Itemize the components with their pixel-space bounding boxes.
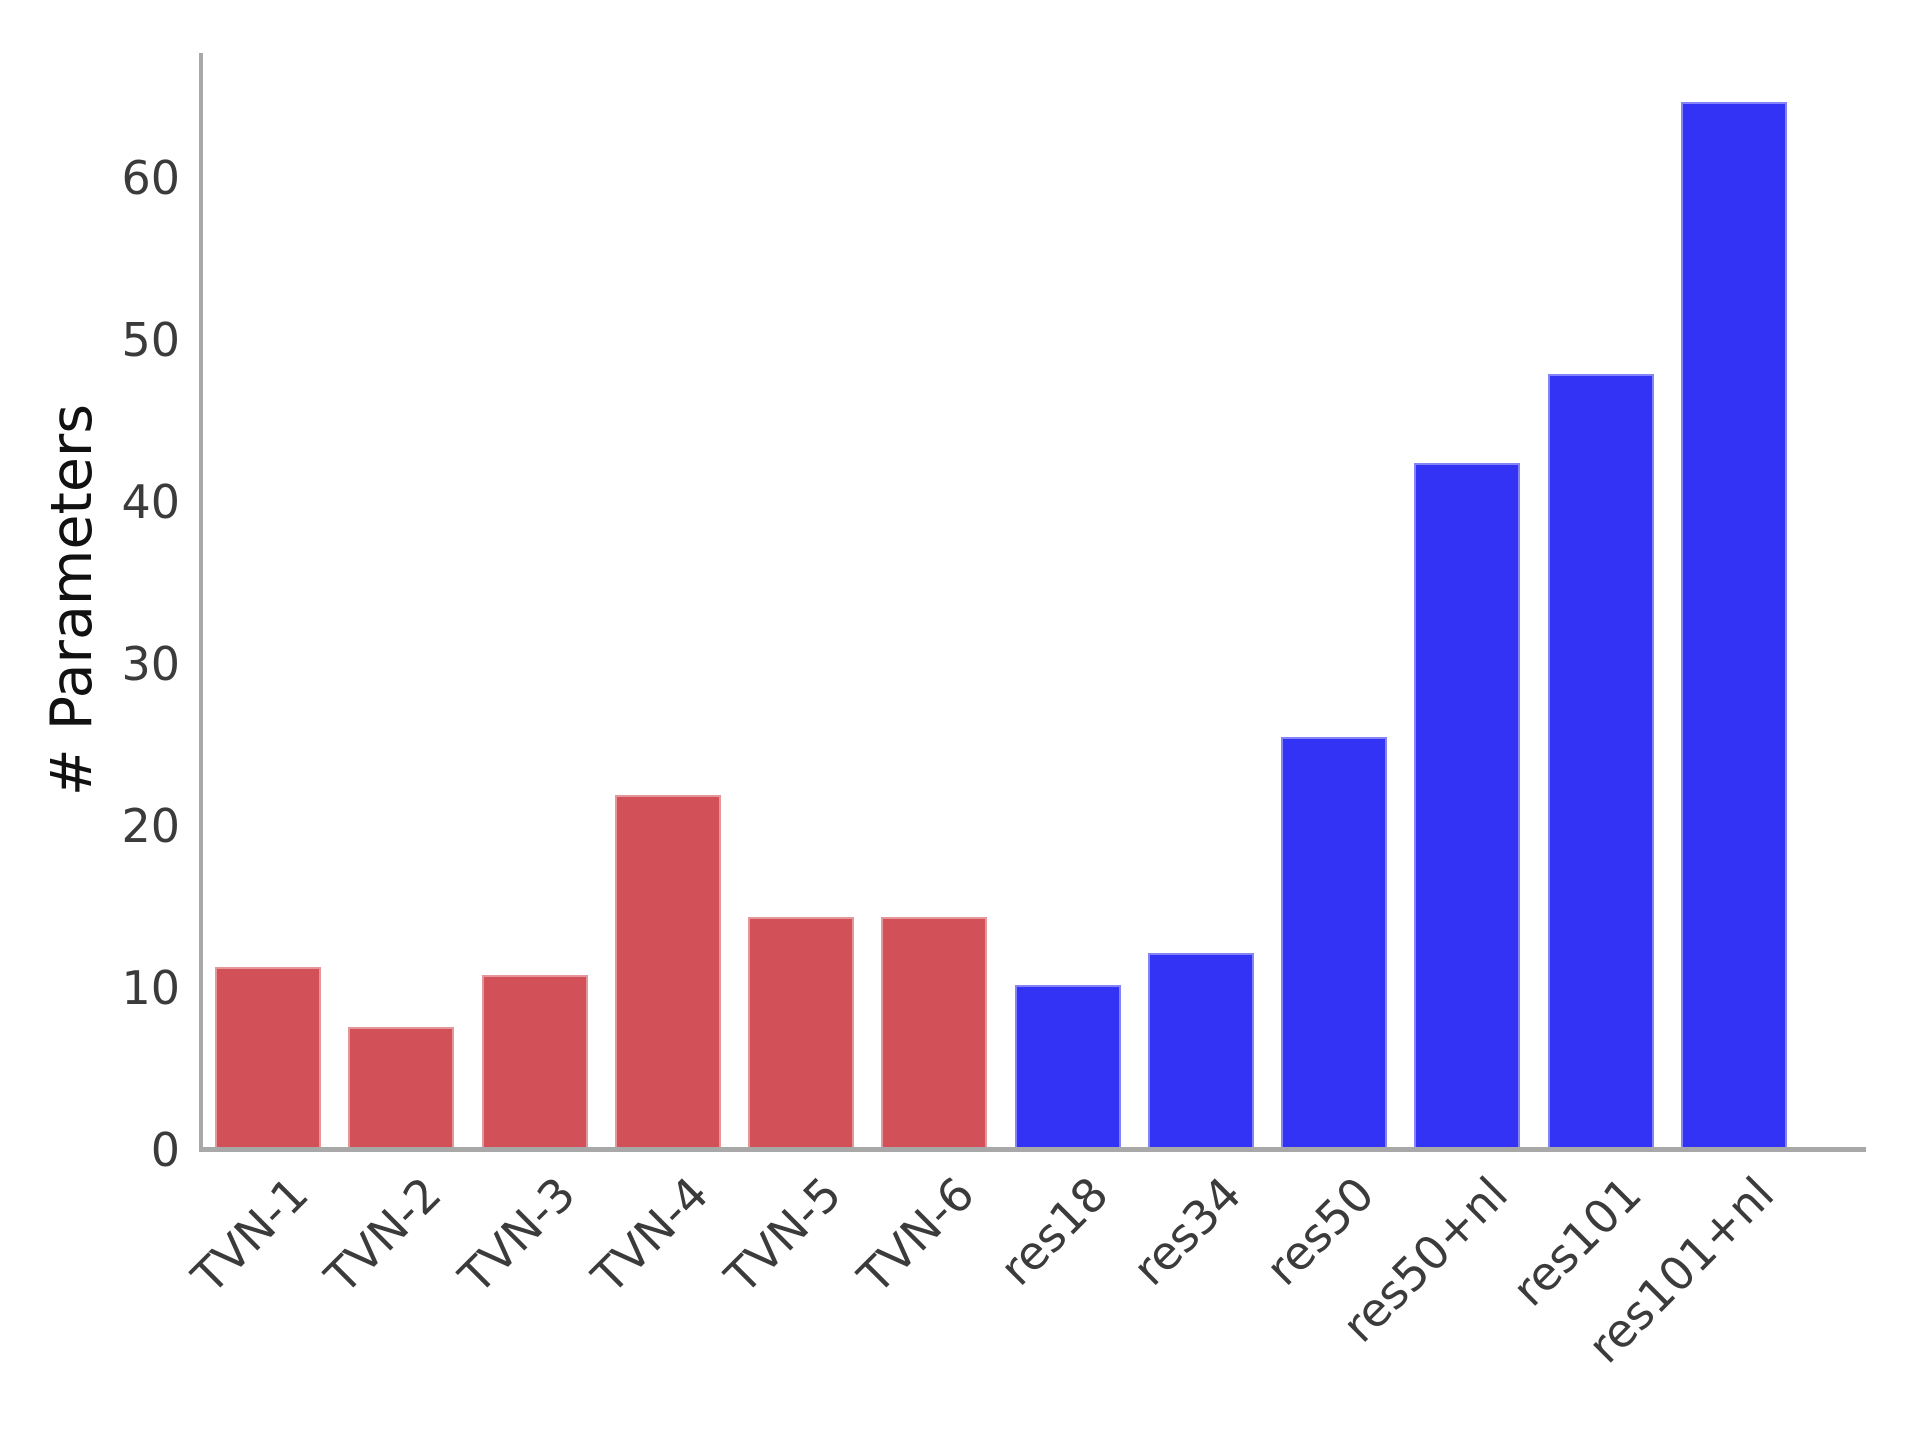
bar-TVN-6 [881, 916, 988, 1147]
x-tick-label-res34: res34 [1122, 1166, 1252, 1296]
y-tick-label: 40 [121, 475, 180, 529]
bar-TVN-2 [348, 1027, 455, 1147]
y-tick-label: 0 [150, 1123, 180, 1177]
bar-TVN-1 [215, 967, 321, 1147]
y-tick-label: 10 [121, 961, 180, 1015]
bar-res34 [1147, 952, 1254, 1147]
bar-TVN-5 [748, 916, 854, 1147]
x-tick-label-TVN-5: TVN-5 [714, 1166, 852, 1304]
x-tick-label-res18: res18 [989, 1166, 1119, 1296]
bar-res101+nl [1680, 102, 1787, 1147]
y-tick-label: 20 [121, 799, 180, 853]
x-tick-label-TVN-1: TVN-1 [181, 1166, 319, 1304]
y-tick-label: 30 [121, 637, 180, 691]
x-tick-label-TVN-4: TVN-4 [581, 1166, 719, 1304]
bar-TVN-4 [614, 795, 721, 1147]
bar-res18 [1014, 985, 1121, 1147]
y-axis-line [199, 53, 203, 1152]
bar-res50+nl [1414, 463, 1521, 1147]
y-tick-label: 60 [121, 151, 180, 205]
x-tick-label-TVN-2: TVN-2 [314, 1166, 453, 1304]
x-axis-line [199, 1147, 1866, 1152]
y-axis-label: # Parameters [39, 403, 105, 797]
x-tick-label-TVN-6: TVN-6 [847, 1166, 986, 1304]
x-tick-label-TVN-3: TVN-3 [448, 1166, 586, 1304]
bar-res101 [1547, 374, 1654, 1147]
x-tick-label-res50: res50 [1255, 1166, 1385, 1296]
bar-TVN-3 [481, 975, 588, 1147]
y-tick-label: 50 [121, 313, 180, 367]
bar-res50 [1281, 737, 1387, 1147]
